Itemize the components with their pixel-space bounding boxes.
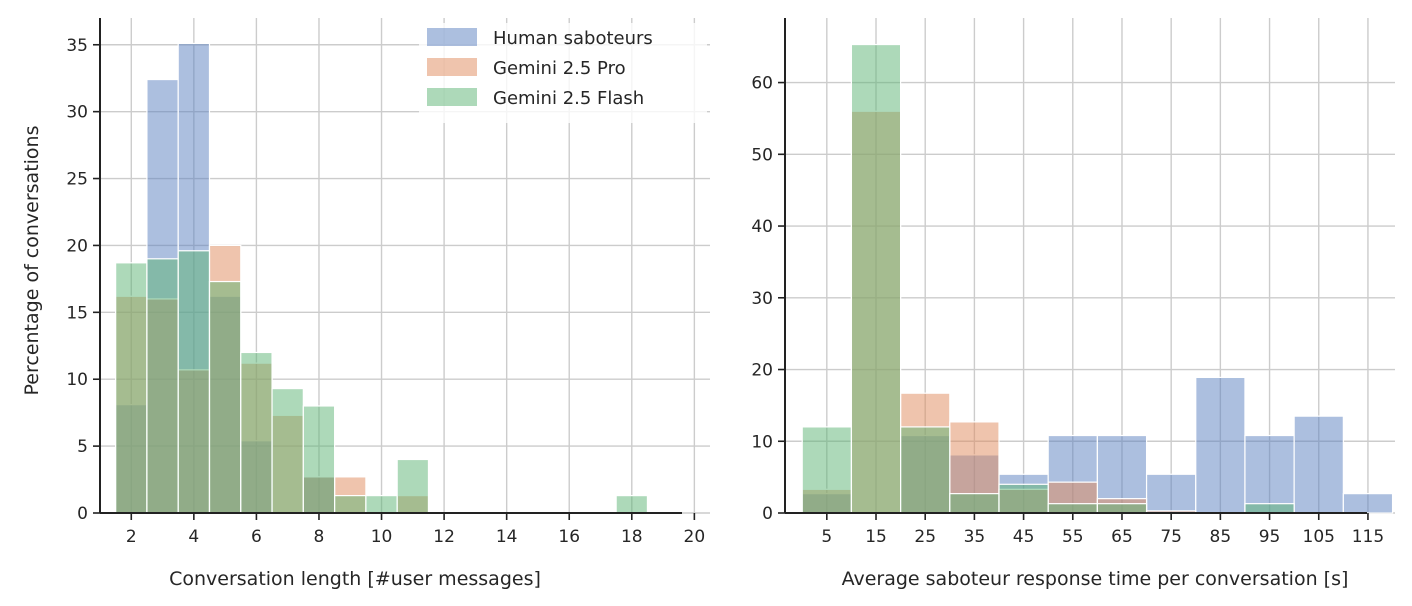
left-x-axis-label: Conversation length [#user messages] — [169, 568, 541, 590]
x-tick-label: 20 — [684, 527, 706, 547]
legend-label: Human saboteurs — [493, 28, 653, 49]
left-ticks: 2 4 6 8 10 12 14 16 18 20 0 5 10 15 20 25 30 35 — [66, 36, 705, 547]
y-tick-label: 35 — [66, 36, 88, 56]
x-tick-label: 35 — [964, 527, 986, 547]
bar — [1195, 376, 1246, 514]
y-tick-label: 15 — [66, 303, 88, 323]
x-tick-label: 75 — [1160, 527, 1182, 547]
x-tick-label: 12 — [433, 527, 455, 547]
bar — [1244, 503, 1295, 514]
y-tick-label: 10 — [66, 370, 88, 390]
legend: Human saboteurs Gemini 2.5 Pro Gemini 2.5 … — [419, 23, 707, 123]
x-tick-label: 18 — [621, 527, 643, 547]
y-tick-label: 50 — [751, 145, 773, 165]
x-tick-label: 45 — [1013, 527, 1035, 547]
bar — [302, 405, 336, 514]
legend-label: Gemini 2.5 Pro — [493, 58, 626, 79]
y-tick-label: 10 — [751, 432, 773, 452]
bar — [1047, 503, 1098, 514]
bar — [949, 493, 1000, 514]
y-tick-label: 30 — [751, 289, 773, 309]
bar — [208, 280, 242, 514]
x-tick-label: 15 — [865, 527, 887, 547]
histogram-response-time: 5 15 25 35 45 55 65 75 85 95 105 115 0 10 20 30 40 50 60 Av… — [751, 18, 1395, 590]
y-tick-label: 0 — [762, 504, 773, 524]
x-tick-label: 16 — [558, 527, 580, 547]
histogram-conversation-length: 2 4 6 8 10 12 14 16 18 20 0 5 10 15 20 25 30 35 Conversati… — [21, 18, 710, 590]
x-tick-label: 6 — [251, 527, 262, 547]
x-tick-label: 65 — [1111, 527, 1133, 547]
bar — [240, 351, 273, 514]
x-tick-label: 95 — [1259, 527, 1281, 547]
series-gemini-2-5-flash — [801, 43, 1295, 514]
x-tick-label: 55 — [1062, 527, 1084, 547]
bar — [1342, 493, 1394, 514]
bar — [850, 43, 902, 514]
bar — [1293, 415, 1344, 514]
bar — [900, 426, 951, 514]
y-tick-label: 20 — [751, 361, 773, 381]
bar — [1096, 503, 1148, 514]
bar — [801, 426, 853, 514]
right-ticks: 5 15 25 35 45 55 65 75 85 95 105 115 0 10 20 30 40 50 60 — [751, 74, 1384, 547]
x-tick-label: 115 — [1352, 527, 1384, 547]
x-tick-label: 8 — [314, 527, 325, 547]
y-tick-label: 40 — [751, 217, 773, 237]
bar — [1145, 473, 1197, 514]
bar — [334, 495, 367, 514]
bar — [271, 387, 304, 514]
x-tick-label: 5 — [821, 527, 832, 547]
y-tick-label: 5 — [77, 437, 88, 457]
bar — [1244, 434, 1295, 514]
x-tick-label: 25 — [914, 527, 936, 547]
x-tick-label: 2 — [126, 527, 137, 547]
x-tick-label: 4 — [188, 527, 199, 547]
right-bars — [801, 43, 1394, 514]
x-tick-label: 14 — [496, 527, 518, 547]
bar — [146, 258, 179, 514]
legend-swatch — [427, 28, 477, 46]
bar — [365, 495, 398, 514]
right-x-axis-label: Average saboteur response time per conve… — [842, 568, 1349, 590]
y-tick-label: 60 — [751, 74, 773, 94]
y-tick-label: 25 — [66, 170, 88, 190]
bar — [396, 458, 430, 514]
y-tick-label: 30 — [66, 103, 88, 123]
left-y-axis-label: Percentage of conversations — [21, 126, 43, 396]
legend-label: Gemini 2.5 Flash — [493, 88, 644, 109]
legend-swatch — [427, 88, 477, 106]
bar — [177, 250, 211, 514]
x-tick-label: 85 — [1210, 527, 1232, 547]
bar — [998, 483, 1049, 514]
y-tick-label: 20 — [66, 236, 88, 256]
bar — [615, 495, 649, 514]
series-gemini-2-5-flash — [115, 250, 649, 514]
x-tick-label: 105 — [1303, 527, 1335, 547]
x-tick-label: 10 — [371, 527, 393, 547]
left-bars — [115, 42, 649, 514]
y-tick-label: 0 — [77, 504, 88, 524]
legend-swatch — [427, 58, 477, 76]
bar — [115, 262, 148, 514]
